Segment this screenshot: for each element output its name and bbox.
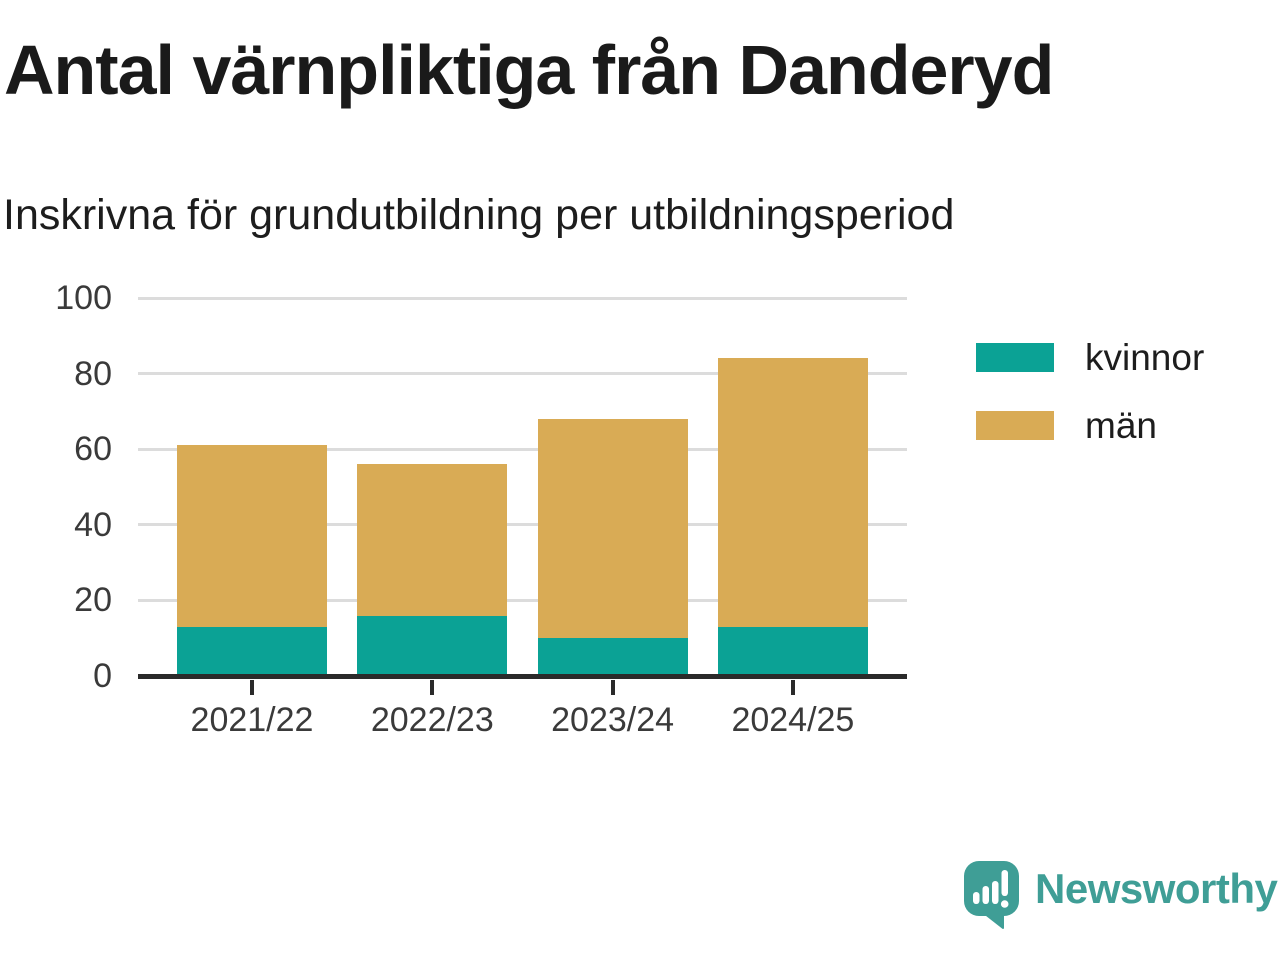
gridline-20	[138, 598, 907, 602]
bar-segment-män-2024/25	[717, 358, 868, 627]
y-axis-label-20: 20	[74, 581, 112, 620]
x-axis-tick-2023/24	[610, 680, 615, 695]
chart-legend: kvinnor män	[976, 339, 1204, 444]
gridline-40	[138, 523, 907, 527]
legend-label-man: män	[1085, 405, 1157, 446]
legend-item-man: män	[976, 407, 1204, 444]
chart-title: Antal värnpliktiga från Danderyd	[4, 31, 1054, 109]
y-axis-label-40: 40	[74, 505, 112, 544]
bar-segment-kvinnor-2022/23	[357, 615, 508, 676]
legend-label-kvinnor: kvinnor	[1085, 337, 1205, 378]
x-axis-label-2021/22: 2021/22	[190, 701, 314, 739]
x-axis-label-2023/24: 2023/24	[551, 701, 675, 739]
man-color-swatch	[976, 411, 1054, 440]
x-axis-tick-2021/22	[250, 680, 254, 695]
bar-segment-män-2022/23	[357, 464, 508, 616]
gridline-60	[138, 447, 907, 451]
x-axis-line	[138, 673, 907, 679]
bar-segment-kvinnor-2021/22	[177, 626, 327, 676]
bar-segment-kvinnor-2024/25	[717, 626, 868, 676]
chart-subtitle: Inskrivna för grundutbildning per utbild…	[3, 191, 955, 239]
kvinnor-color-swatch	[976, 343, 1054, 372]
brand-name: Newsworthy	[1035, 865, 1278, 912]
y-axis-label-80: 80	[74, 354, 112, 393]
newsworthy-logo-icon	[964, 861, 1019, 929]
y-axis-label-0: 0	[93, 657, 112, 695]
gridline-80	[138, 372, 907, 376]
x-axis-label-2024/25: 2024/25	[731, 701, 855, 739]
bar-segment-män-2021/22	[177, 445, 327, 627]
y-axis-label-60: 60	[74, 430, 112, 469]
legend-item-kvinnor: kvinnor	[976, 339, 1204, 376]
x-axis-tick-2022/23	[430, 680, 435, 695]
gridline-100	[138, 296, 907, 300]
x-axis-tick-2024/25	[790, 680, 795, 695]
bar-segment-kvinnor-2023/24	[537, 638, 688, 676]
x-axis-label-2022/23: 2022/23	[370, 701, 494, 739]
bar-segment-män-2023/24	[537, 418, 688, 639]
brand-footer: Newsworthy	[963, 860, 1278, 932]
y-axis-label-100: 100	[55, 279, 112, 317]
